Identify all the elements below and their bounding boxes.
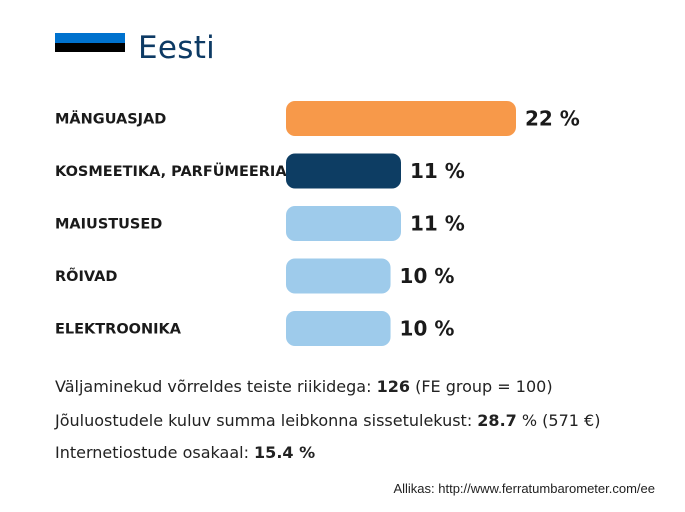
- stat-value: 15.4 %: [254, 443, 316, 462]
- bar: [286, 311, 391, 346]
- bar-chart: MÄNGUASJAD 22 % KOSMEETIKA, PARFÜMEERIA 11 …: [55, 101, 580, 346]
- stat-label: Väljaminekud võrreldes teiste riikidega:: [55, 377, 377, 396]
- category-label: ELEKTROONIKA: [55, 322, 182, 338]
- stat-suffix: % (571 €): [516, 411, 601, 430]
- bar: [286, 258, 391, 294]
- stat-line-spending-index: Väljaminekud võrreldes teiste riikidega:…: [55, 377, 553, 396]
- value-label: 11 %: [410, 159, 465, 183]
- flag-stripe-blue: [55, 33, 125, 43]
- stat-label: Internetiostude osakaal:: [55, 443, 255, 462]
- flag-stripe-black: [55, 42, 125, 53]
- stat-label: Jõuluostudele kuluv summa leibkonna siss…: [55, 411, 478, 430]
- category-label: MAIUSTUSED: [55, 217, 162, 233]
- flag-stripe-white: [55, 52, 125, 62]
- value-label: 22 %: [525, 107, 580, 131]
- stat-suffix: (FE group = 100): [410, 377, 553, 396]
- category-label: RÕIVAD: [55, 267, 117, 285]
- value-label: 11 %: [410, 212, 465, 236]
- estonian-flag-icon: [55, 33, 125, 62]
- category-label: KOSMEETIKA, PARFÜMEERIA: [55, 162, 287, 180]
- value-label: 10 %: [400, 264, 455, 288]
- value-label: 10 %: [400, 317, 455, 341]
- stat-value: 28.7: [477, 411, 517, 430]
- source-link[interactable]: Allikas: http://www.ferratumbarometer.co…: [393, 481, 655, 496]
- category-label: MÄNGUASJAD: [55, 111, 166, 128]
- bar: [286, 153, 401, 189]
- stat-value: 126: [376, 377, 410, 396]
- stat-line-online-share: Internetiostude osakaal: 15.4 %: [55, 443, 315, 462]
- country-title: Eesti: [138, 30, 216, 66]
- bar: [286, 206, 401, 241]
- bar: [286, 101, 516, 136]
- stat-line-income-share: Jõuluostudele kuluv summa leibkonna siss…: [55, 411, 600, 430]
